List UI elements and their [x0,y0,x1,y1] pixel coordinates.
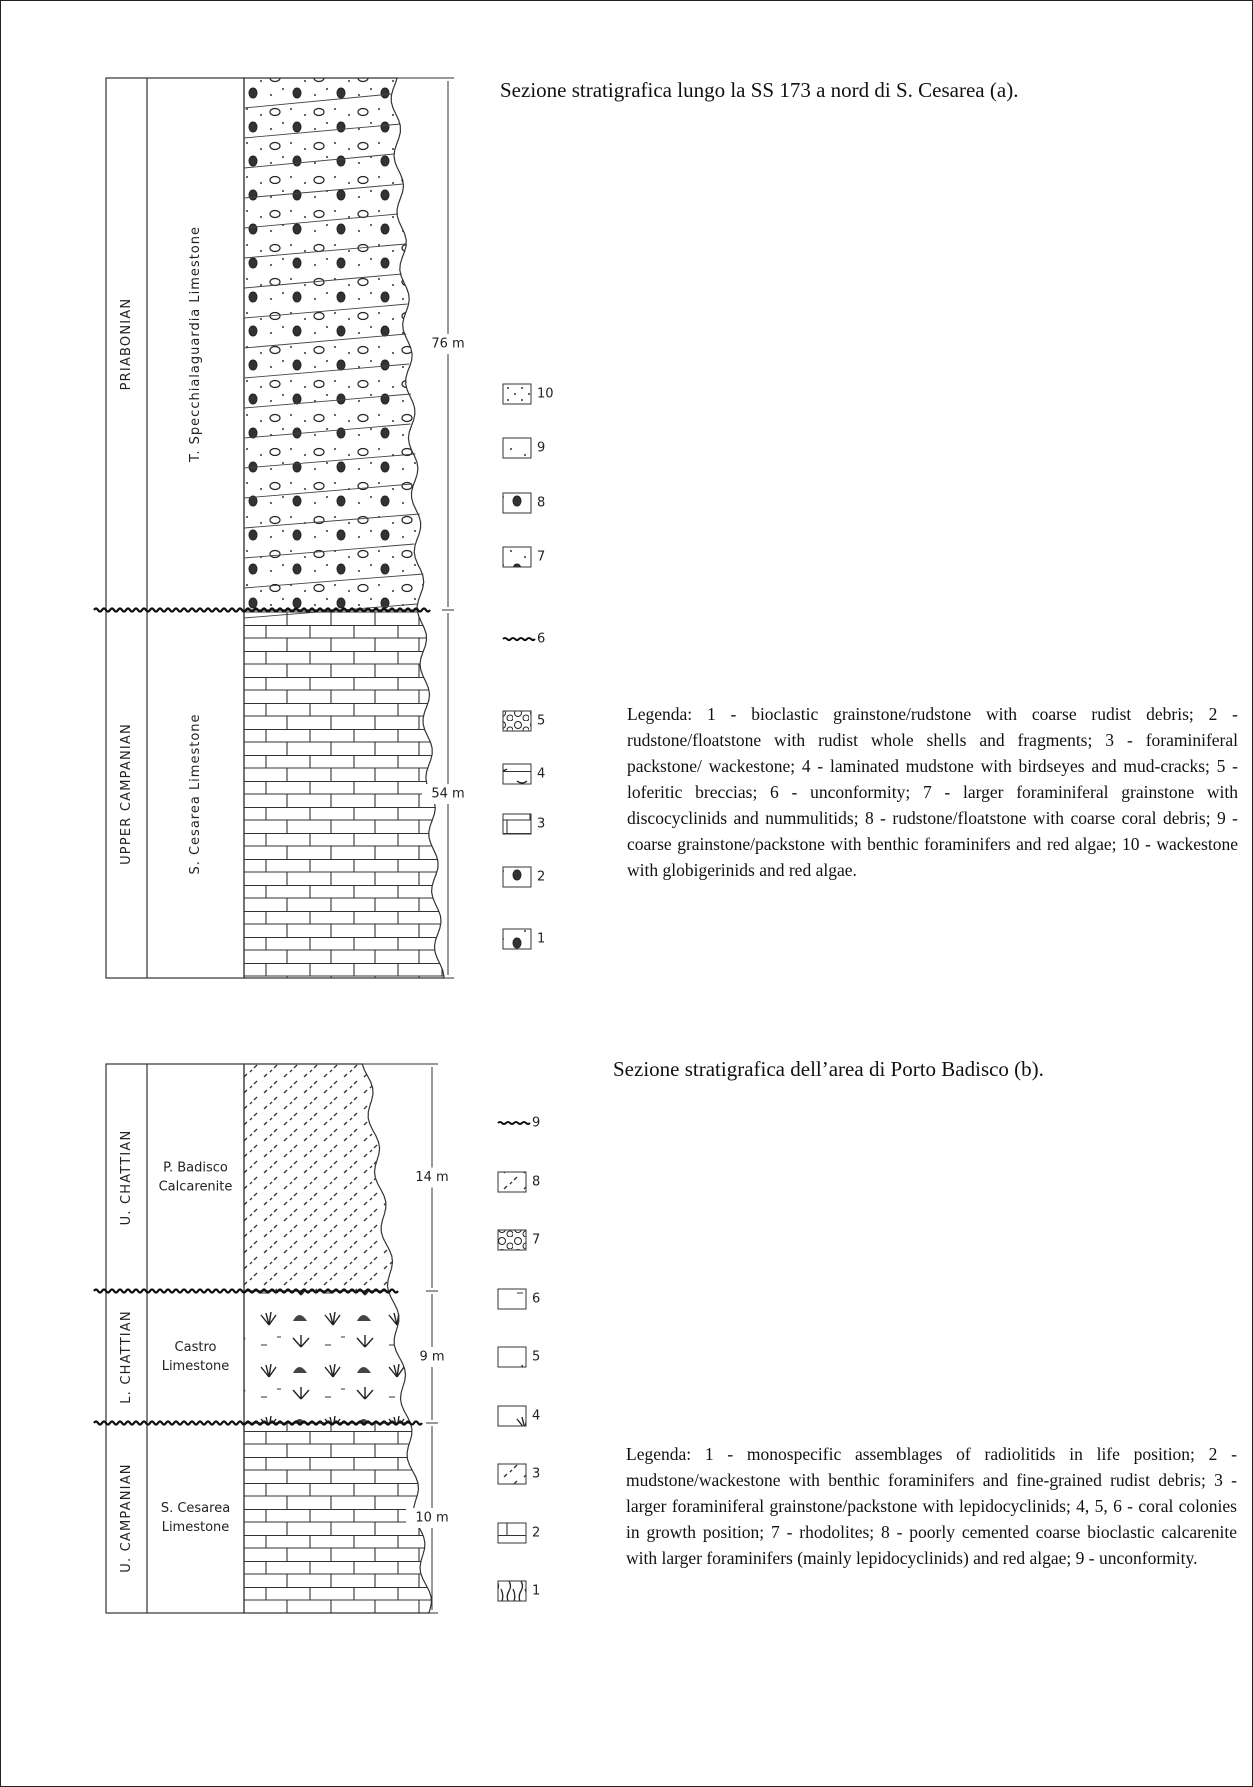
legend-key: 4 [532,1409,540,1424]
legend-key: 3 [537,817,545,832]
legend-key: 6 [537,632,545,647]
legend-swatch [503,711,531,731]
thickness-label: 10 m [415,1511,448,1526]
legend-swatch [498,1230,526,1250]
thickness-label: 14 m [415,1170,448,1185]
legend-key: 8 [532,1175,540,1190]
stage-label: L. CHATTIAN [119,1310,134,1404]
formation-label: P. Badisco [163,1161,228,1176]
legend-key: 8 [537,496,545,511]
legend-swatch [498,1406,526,1426]
legend-swatch [498,1347,526,1367]
formation-label: Limestone [162,1359,230,1374]
rock-unit [244,78,424,610]
stage-label: U. CAMPANIAN [119,1463,134,1572]
legend-key: 9 [532,1116,540,1131]
legend-swatch [498,1523,526,1543]
thickness-label: 54 m [431,787,464,802]
formation-label: Castro [175,1340,217,1355]
legend-swatch [503,929,531,949]
legend-swatch [498,1122,530,1124]
legend-swatch [503,764,531,784]
legend-key: 1 [532,1584,540,1599]
formation-label: Limestone [162,1520,230,1535]
legend-swatch [503,384,531,404]
legend-key: 4 [537,767,545,782]
legend-key: 2 [532,1526,540,1541]
legend-swatch [498,1289,526,1309]
legend-key: 2 [537,870,545,885]
legend-key: 7 [537,550,545,565]
legend-swatch [503,867,531,887]
formation-label: S. Cesarea Limestone [188,713,203,874]
legend-swatch [503,638,535,640]
legend-key: 9 [537,441,545,456]
figure-title: Sezione stratigrafica dell’area di Porto… [613,1057,1044,1081]
formation-label: T. Specchialaguardia Limestone [188,226,203,463]
rock-unit [244,1064,393,1291]
formation-label: Calcarenite [159,1180,233,1195]
legend-swatch [503,547,531,567]
legend-text: Legenda: 1 - bioclastic grainstone/rudst… [627,701,1238,883]
rock-unit [244,1423,431,1613]
legend-swatch [498,1172,526,1192]
legend-swatch [503,814,531,834]
rock-unit [244,610,444,978]
legend-text: Legenda: 1 - monospecific assemblages of… [626,1441,1237,1571]
stage-label: PRIABONIAN [119,298,134,391]
legend-key: 10 [537,387,554,402]
legend-swatch [503,438,531,458]
figure-title: Sezione stratigrafica lungo la SS 173 a … [500,78,1018,102]
thickness-label: 76 m [431,337,464,352]
legend-key: 3 [532,1467,540,1482]
legend-swatch [503,493,531,513]
legend-key: 6 [532,1292,540,1307]
legend-key: 5 [537,714,545,729]
legend-swatch [498,1581,526,1601]
formation-label: S. Cesarea [161,1501,230,1516]
stage-label: U. CHATTIAN [119,1130,134,1226]
legend-key: 5 [532,1350,540,1365]
stage-label: UPPER CAMPANIAN [119,723,134,865]
thickness-label: 9 m [419,1350,444,1365]
legend-swatch [498,1464,526,1484]
rock-unit [244,1291,410,1423]
legend-key: 7 [532,1233,540,1248]
page: Sezione stratigrafica lungo la SS 173 a … [0,0,1253,1787]
legend-key: 1 [537,932,545,947]
